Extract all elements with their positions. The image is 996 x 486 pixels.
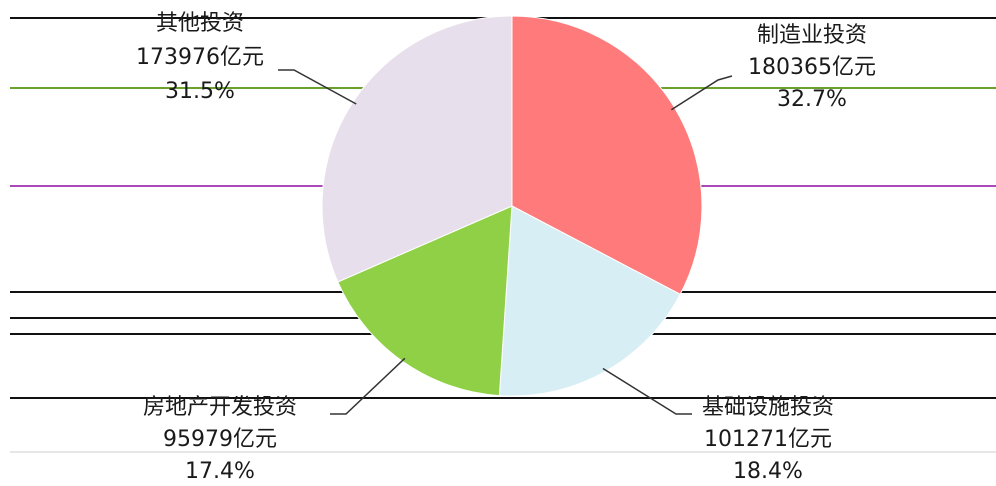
slice-infrastructure <box>498 205 681 397</box>
slice-percent: 17.4% <box>185 459 255 484</box>
slice-value: 101271亿元 <box>704 427 832 452</box>
slice-percent: 18.4% <box>733 459 803 484</box>
slice-name: 基础设施投资 <box>702 395 834 420</box>
slice-name: 房地产开发投资 <box>143 395 297 420</box>
slice-percent: 31.5% <box>165 79 235 104</box>
slice-value: 95979亿元 <box>163 427 277 452</box>
slice-value: 180365亿元 <box>748 55 876 80</box>
leader-lines <box>278 69 733 415</box>
leader-line <box>330 357 406 415</box>
slice-value: 173976亿元 <box>136 45 264 70</box>
slice-label-real-estate: 房地产开发投资 95979亿元 17.4% <box>143 395 297 484</box>
slice-name: 其他投资 <box>156 11 244 36</box>
leader-line <box>278 69 357 105</box>
slice-label-manufacturing: 制造业投资 180365亿元 32.7% <box>748 23 876 112</box>
slice-label-other: 其他投资 173976亿元 31.5% <box>136 11 264 104</box>
slice-label-infrastructure: 基础设施投资 101271亿元 18.4% <box>702 395 834 484</box>
leader-line <box>602 367 692 415</box>
slice-percent: 32.7% <box>777 87 847 112</box>
slice-name: 制造业投资 <box>757 23 867 48</box>
leader-line <box>670 75 733 111</box>
pie-slices <box>321 15 703 397</box>
